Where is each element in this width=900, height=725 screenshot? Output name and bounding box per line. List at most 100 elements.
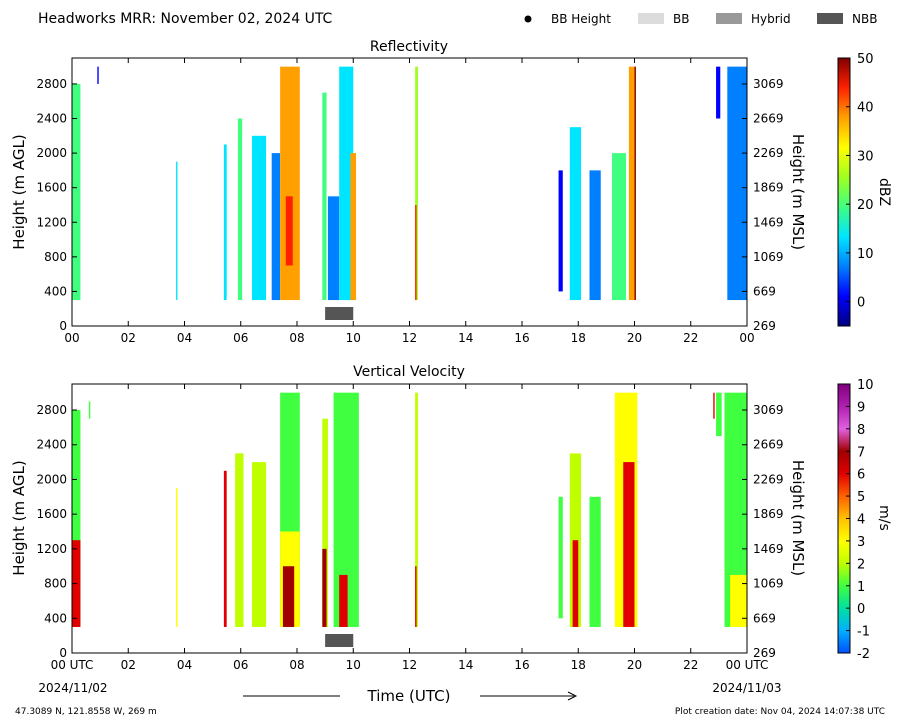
reflectivity-data-column (612, 153, 627, 301)
velocity-colorbar-tick-label: 5 (857, 490, 865, 505)
legend-swatch-hybrid (716, 13, 742, 24)
velocity-colorbar-ticks: -2 -1 0 1 2 3 4 5 6 7 8 9 10 (846, 378, 874, 662)
reflectivity-data-column (322, 92, 327, 301)
reflectivity-colorbar-tick-label: 50 (857, 52, 874, 67)
velocity-ylabel: Height (m AGL) (10, 460, 28, 575)
reflectivity-x-tick-label: 14 (458, 331, 473, 345)
end-date: 2024/11/03 (712, 681, 781, 695)
reflectivity-y-tick-label: 400 (44, 284, 67, 298)
reflectivity-x-tick-label: 20 (627, 331, 642, 345)
velocity-x-tick-label: 14 (458, 658, 473, 672)
velocity-y-right-tick-label: 669 (753, 611, 776, 625)
velocity-x-tick-label: 00 UTC (726, 658, 769, 672)
legend-label-nbb: NBB (852, 12, 877, 26)
velocity-y-tick-label: 2000 (36, 472, 67, 486)
reflectivity-nbb-marker (325, 307, 354, 320)
velocity-y-right-tick-label: 1869 (753, 507, 784, 521)
creation-date-text: Plot creation date: Nov 04, 2024 14:07:3… (675, 707, 885, 717)
legend-dot-bb-height (524, 15, 532, 23)
time-axis-label: Time (UTC) (367, 687, 451, 705)
reflectivity-colorbar-tick-label: 20 (857, 198, 874, 213)
velocity-data-column (716, 392, 722, 437)
reflectivity-data-column (176, 161, 178, 301)
reflectivity-y-tick-label: 800 (44, 250, 67, 264)
velocity-colorbar-tick-label: 3 (857, 535, 865, 550)
velocity-data-column (415, 566, 417, 627)
reflectivity-y-ticks: 0 400 800 1200 1600 2000 2400 2800 (36, 77, 77, 333)
reflectivity-plot-frame (71, 57, 748, 327)
velocity-x-tick-label: 22 (683, 658, 698, 672)
reflectivity-y-right-tick-label: 2269 (753, 146, 784, 160)
velocity-data-column (322, 548, 327, 627)
reflectivity-y-right-tick-label: 1069 (753, 250, 784, 264)
reflectivity-data-column (252, 135, 267, 301)
reflectivity-x-ticks: 00 02 04 06 08 10 12 14 16 18 20 22 00 (64, 58, 755, 345)
velocity-nbb-markers (325, 634, 354, 647)
reflectivity-x-tick-label: 02 (121, 331, 136, 345)
velocity-data-column (322, 418, 328, 627)
velocity-data-column (558, 496, 563, 619)
reflectivity-y-right-tick-label: 3069 (753, 77, 784, 91)
velocity-data-column (724, 392, 747, 627)
legend-label-bb-height: BB Height (551, 12, 611, 26)
reflectivity-data-column (72, 83, 81, 301)
velocity-y-right-tick-label: 1469 (753, 542, 784, 556)
reflectivity-colorbar (837, 57, 851, 327)
reflectivity-data-column (634, 66, 636, 301)
velocity-title: Vertical Velocity (353, 364, 465, 380)
velocity-data-column (282, 566, 295, 627)
location-text: 47.3089 N, 121.8558 W, 269 m (15, 707, 157, 717)
reflectivity-x-tick-label: 10 (346, 331, 361, 345)
reflectivity-ylabel: Height (m AGL) (10, 134, 28, 249)
velocity-colorbar-tick-label: 0 (857, 602, 865, 617)
velocity-x-tick-label: 04 (177, 658, 192, 672)
velocity-data-column (223, 470, 227, 627)
reflectivity-data-column (589, 170, 601, 301)
velocity-x-tick-label: 12 (402, 658, 417, 672)
reflectivity-data-column (339, 66, 354, 301)
reflectivity-data-column (271, 153, 281, 301)
velocity-data-column (415, 392, 418, 627)
reflectivity-colorbar-tick-label: 30 (857, 149, 874, 164)
reflectivity-data-column (280, 66, 300, 301)
reflectivity-data-column (415, 66, 418, 301)
reflectivity-y-right-tick-label: 669 (753, 284, 776, 298)
velocity-panel: Vertical Velocity 00 UTC 02 04 06 08 10 12 14 16… (10, 364, 892, 672)
reflectivity-data-column (415, 204, 417, 301)
velocity-y-right-tick-label: 2669 (753, 438, 784, 452)
velocity-data-column (72, 410, 81, 627)
velocity-y-right-tick-label: 269 (753, 646, 776, 660)
velocity-x-tick-label: 02 (121, 658, 136, 672)
velocity-colorbar-tick-label: 1 (857, 580, 865, 595)
reflectivity-x-tick-label: 06 (233, 331, 248, 345)
velocity-x-tick-label: 10 (346, 658, 361, 672)
velocity-data-column (572, 540, 579, 627)
velocity-x-tick-label: 06 (233, 658, 248, 672)
reflectivity-data-column (727, 66, 747, 301)
velocity-data-column (623, 462, 635, 627)
reflectivity-data-column (569, 127, 582, 301)
legend: BB Height BB Hybrid NBB (524, 12, 877, 26)
reflectivity-data (72, 66, 747, 301)
velocity-colorbar-tick-label: -2 (857, 647, 870, 662)
reflectivity-y-tick-label: 1200 (36, 215, 67, 229)
velocity-x-tick-label: 20 (627, 658, 642, 672)
reflectivity-y-tick-label: 2000 (36, 146, 67, 160)
start-date: 2024/11/02 (38, 681, 107, 695)
reflectivity-data-column (97, 66, 99, 84)
reflectivity-y-tick-label: 0 (59, 319, 67, 333)
reflectivity-colorbar-tick-label: 40 (857, 101, 874, 116)
velocity-data-column (713, 392, 715, 419)
velocity-y-ticks-right: 269 669 1069 1469 1869 2269 2669 3069 (742, 403, 784, 660)
velocity-x-tick-label: 00 UTC (51, 658, 94, 672)
velocity-x-tick-label: 18 (571, 658, 586, 672)
velocity-y-right-tick-label: 1069 (753, 577, 784, 591)
reflectivity-y-right-tick-label: 1469 (753, 215, 784, 229)
legend-swatch-nbb (817, 13, 843, 24)
time-arrow-head-icon (567, 691, 578, 701)
velocity-y-tick-label: 400 (44, 611, 67, 625)
reflectivity-colorbar-tick-label: 0 (857, 296, 865, 311)
reflectivity-x-tick-label: 18 (571, 331, 586, 345)
reflectivity-nbb-markers (325, 307, 354, 320)
